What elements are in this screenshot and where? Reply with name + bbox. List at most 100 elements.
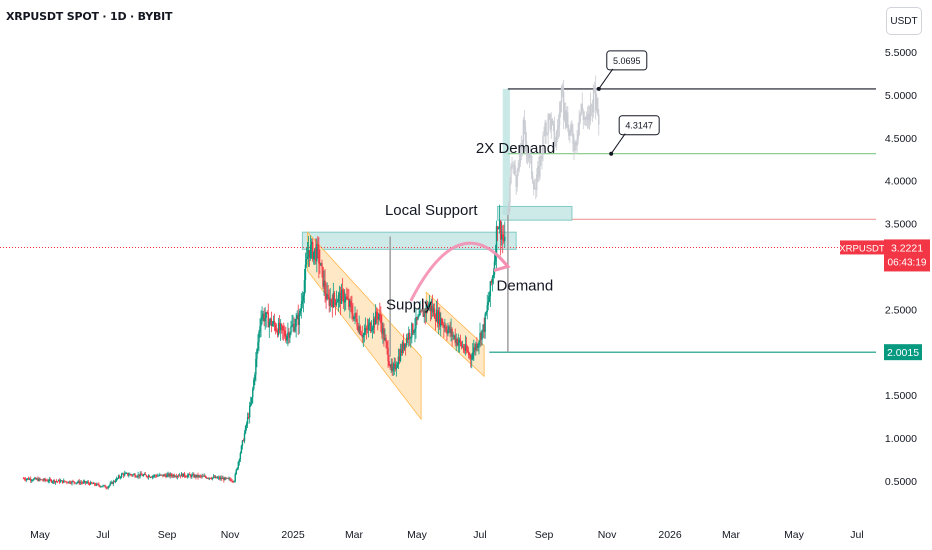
candle[interactable] (347, 298, 349, 300)
candle[interactable] (491, 277, 494, 283)
candle[interactable] (225, 477, 227, 479)
candle[interactable] (346, 296, 348, 299)
candle[interactable] (180, 473, 183, 477)
candle[interactable] (231, 481, 233, 482)
candle[interactable] (242, 440, 245, 442)
candle[interactable] (98, 484, 100, 486)
candle[interactable] (36, 478, 38, 480)
symbol-title[interactable]: XRPUSDT SPOT · 1D · BYBIT (6, 10, 173, 23)
candle[interactable] (262, 313, 264, 317)
candle[interactable] (338, 292, 341, 296)
candle[interactable] (409, 332, 411, 339)
candle[interactable] (195, 475, 197, 478)
candle[interactable] (49, 479, 52, 480)
candle[interactable] (208, 477, 211, 479)
candle[interactable] (140, 473, 142, 476)
candle[interactable] (179, 475, 182, 477)
candle[interactable] (485, 312, 487, 315)
candle[interactable] (238, 459, 241, 463)
candle[interactable] (189, 474, 191, 476)
candle[interactable] (253, 379, 255, 390)
candle[interactable] (390, 363, 392, 368)
candle[interactable] (123, 473, 126, 476)
candle[interactable] (396, 364, 399, 368)
candle[interactable] (95, 484, 97, 486)
candle[interactable] (148, 475, 151, 478)
candle[interactable] (431, 306, 434, 313)
candle[interactable] (370, 329, 373, 332)
candle[interactable] (146, 476, 149, 478)
candle[interactable] (306, 256, 309, 260)
candle[interactable] (449, 326, 451, 333)
last-price-badge[interactable] (884, 239, 930, 272)
candle[interactable] (252, 389, 254, 398)
candle[interactable] (302, 295, 305, 301)
candle[interactable] (448, 326, 450, 330)
candle[interactable] (147, 475, 150, 478)
candle[interactable] (226, 477, 228, 479)
candle[interactable] (241, 440, 244, 446)
candle[interactable] (56, 481, 59, 483)
candle[interactable] (451, 329, 453, 337)
candle[interactable] (378, 313, 380, 320)
candle[interactable] (361, 335, 363, 338)
candle[interactable] (38, 478, 40, 481)
candle[interactable] (184, 476, 187, 477)
candle[interactable] (296, 315, 298, 319)
candle[interactable] (317, 244, 319, 246)
candle[interactable] (122, 473, 125, 476)
candle[interactable] (288, 332, 290, 338)
candle[interactable] (217, 477, 220, 479)
candle[interactable] (185, 476, 188, 478)
candle[interactable] (374, 311, 377, 325)
candle[interactable] (196, 474, 198, 478)
candle[interactable] (170, 473, 172, 476)
candle[interactable] (139, 473, 141, 477)
candle[interactable] (35, 477, 37, 480)
candle[interactable] (227, 477, 229, 479)
candle[interactable] (319, 263, 321, 266)
candle[interactable] (466, 350, 469, 352)
candle[interactable] (111, 482, 114, 484)
candle[interactable] (404, 343, 407, 346)
candle[interactable] (487, 301, 489, 306)
candle[interactable] (445, 326, 447, 331)
candle[interactable] (239, 453, 242, 460)
candle[interactable] (63, 480, 65, 483)
candle[interactable] (276, 330, 279, 335)
candle[interactable] (71, 481, 73, 484)
candle[interactable] (93, 482, 95, 484)
candle[interactable] (470, 355, 472, 360)
candle[interactable] (419, 310, 421, 316)
candle[interactable] (403, 343, 406, 350)
candle[interactable] (42, 480, 44, 481)
candle[interactable] (353, 316, 355, 320)
candle[interactable] (336, 301, 339, 303)
candle[interactable] (274, 325, 277, 331)
candle[interactable] (327, 294, 329, 297)
candle[interactable] (303, 280, 306, 296)
candle[interactable] (285, 336, 287, 341)
level-price-badge[interactable] (884, 344, 922, 361)
candle[interactable] (166, 474, 168, 478)
candle[interactable] (345, 296, 347, 301)
candle[interactable] (350, 301, 352, 306)
demand-bar[interactable] (502, 88, 510, 216)
candle[interactable] (193, 474, 195, 478)
candle[interactable] (73, 481, 75, 483)
candle[interactable] (452, 335, 454, 337)
candle[interactable] (471, 358, 473, 360)
candle[interactable] (503, 237, 505, 242)
price-callout[interactable]: 5.0695 (596, 50, 648, 91)
candle[interactable] (205, 477, 207, 479)
candle[interactable] (308, 250, 311, 258)
candle[interactable] (266, 312, 268, 314)
candle[interactable] (366, 328, 369, 330)
candle[interactable] (380, 314, 382, 324)
candle[interactable] (76, 482, 78, 484)
candle[interactable] (258, 331, 260, 343)
candle[interactable] (153, 475, 156, 476)
candle[interactable] (260, 319, 262, 327)
candle[interactable] (273, 321, 276, 326)
candle[interactable] (130, 474, 132, 476)
